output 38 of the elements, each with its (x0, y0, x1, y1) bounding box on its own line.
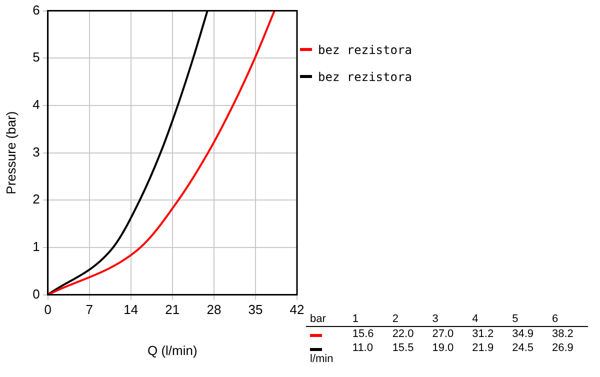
text: 34.9 (511, 327, 534, 341)
text: 27.0 (431, 327, 455, 341)
text: l/min (310, 353, 334, 365)
text: 22.0 (391, 327, 415, 341)
text: 2 (391, 312, 400, 326)
x-tick-label: 7 (86, 302, 93, 318)
x-tick-label: 42 (290, 302, 304, 318)
text: 11.0 (351, 341, 374, 356)
y-tick-label: 2 (32, 192, 40, 207)
x-tick-label: 35 (248, 302, 263, 318)
text: 38.2 (551, 327, 574, 341)
text: 15.5 (391, 341, 415, 356)
text: 4 (471, 312, 480, 326)
text: 3 (431, 312, 440, 326)
text: 1 (351, 312, 360, 326)
y-tick-label: 0 (32, 286, 40, 302)
x-tick-label: 21 (165, 302, 180, 318)
y-tick-label: 3 (32, 144, 40, 160)
text: 21.9 (471, 341, 495, 356)
text: 31.2 (471, 327, 495, 341)
text: 24.5 (511, 341, 534, 356)
x-axis-title: Q (l/min) (147, 342, 198, 358)
legend-label: bez rezistora (318, 42, 412, 56)
x-tick-label: 0 (44, 302, 52, 318)
legend-label: bez rezistora (318, 70, 412, 84)
text: bar (309, 312, 327, 326)
y-tick-label: 6 (32, 2, 40, 18)
y-axis-title: Pressure (bar) (3, 111, 18, 194)
y-tick-label: 1 (32, 239, 40, 254)
x-tick-label: 14 (124, 302, 138, 318)
text: 19.0 (431, 341, 455, 356)
y-tick-label: 5 (32, 50, 40, 65)
x-tick-label: 28 (206, 302, 222, 318)
y-tick-label: 4 (32, 97, 40, 112)
text: 5 (511, 312, 520, 326)
text: 6 (551, 312, 560, 326)
text: 26.9 (551, 341, 574, 356)
text: 15.6 (351, 327, 375, 341)
